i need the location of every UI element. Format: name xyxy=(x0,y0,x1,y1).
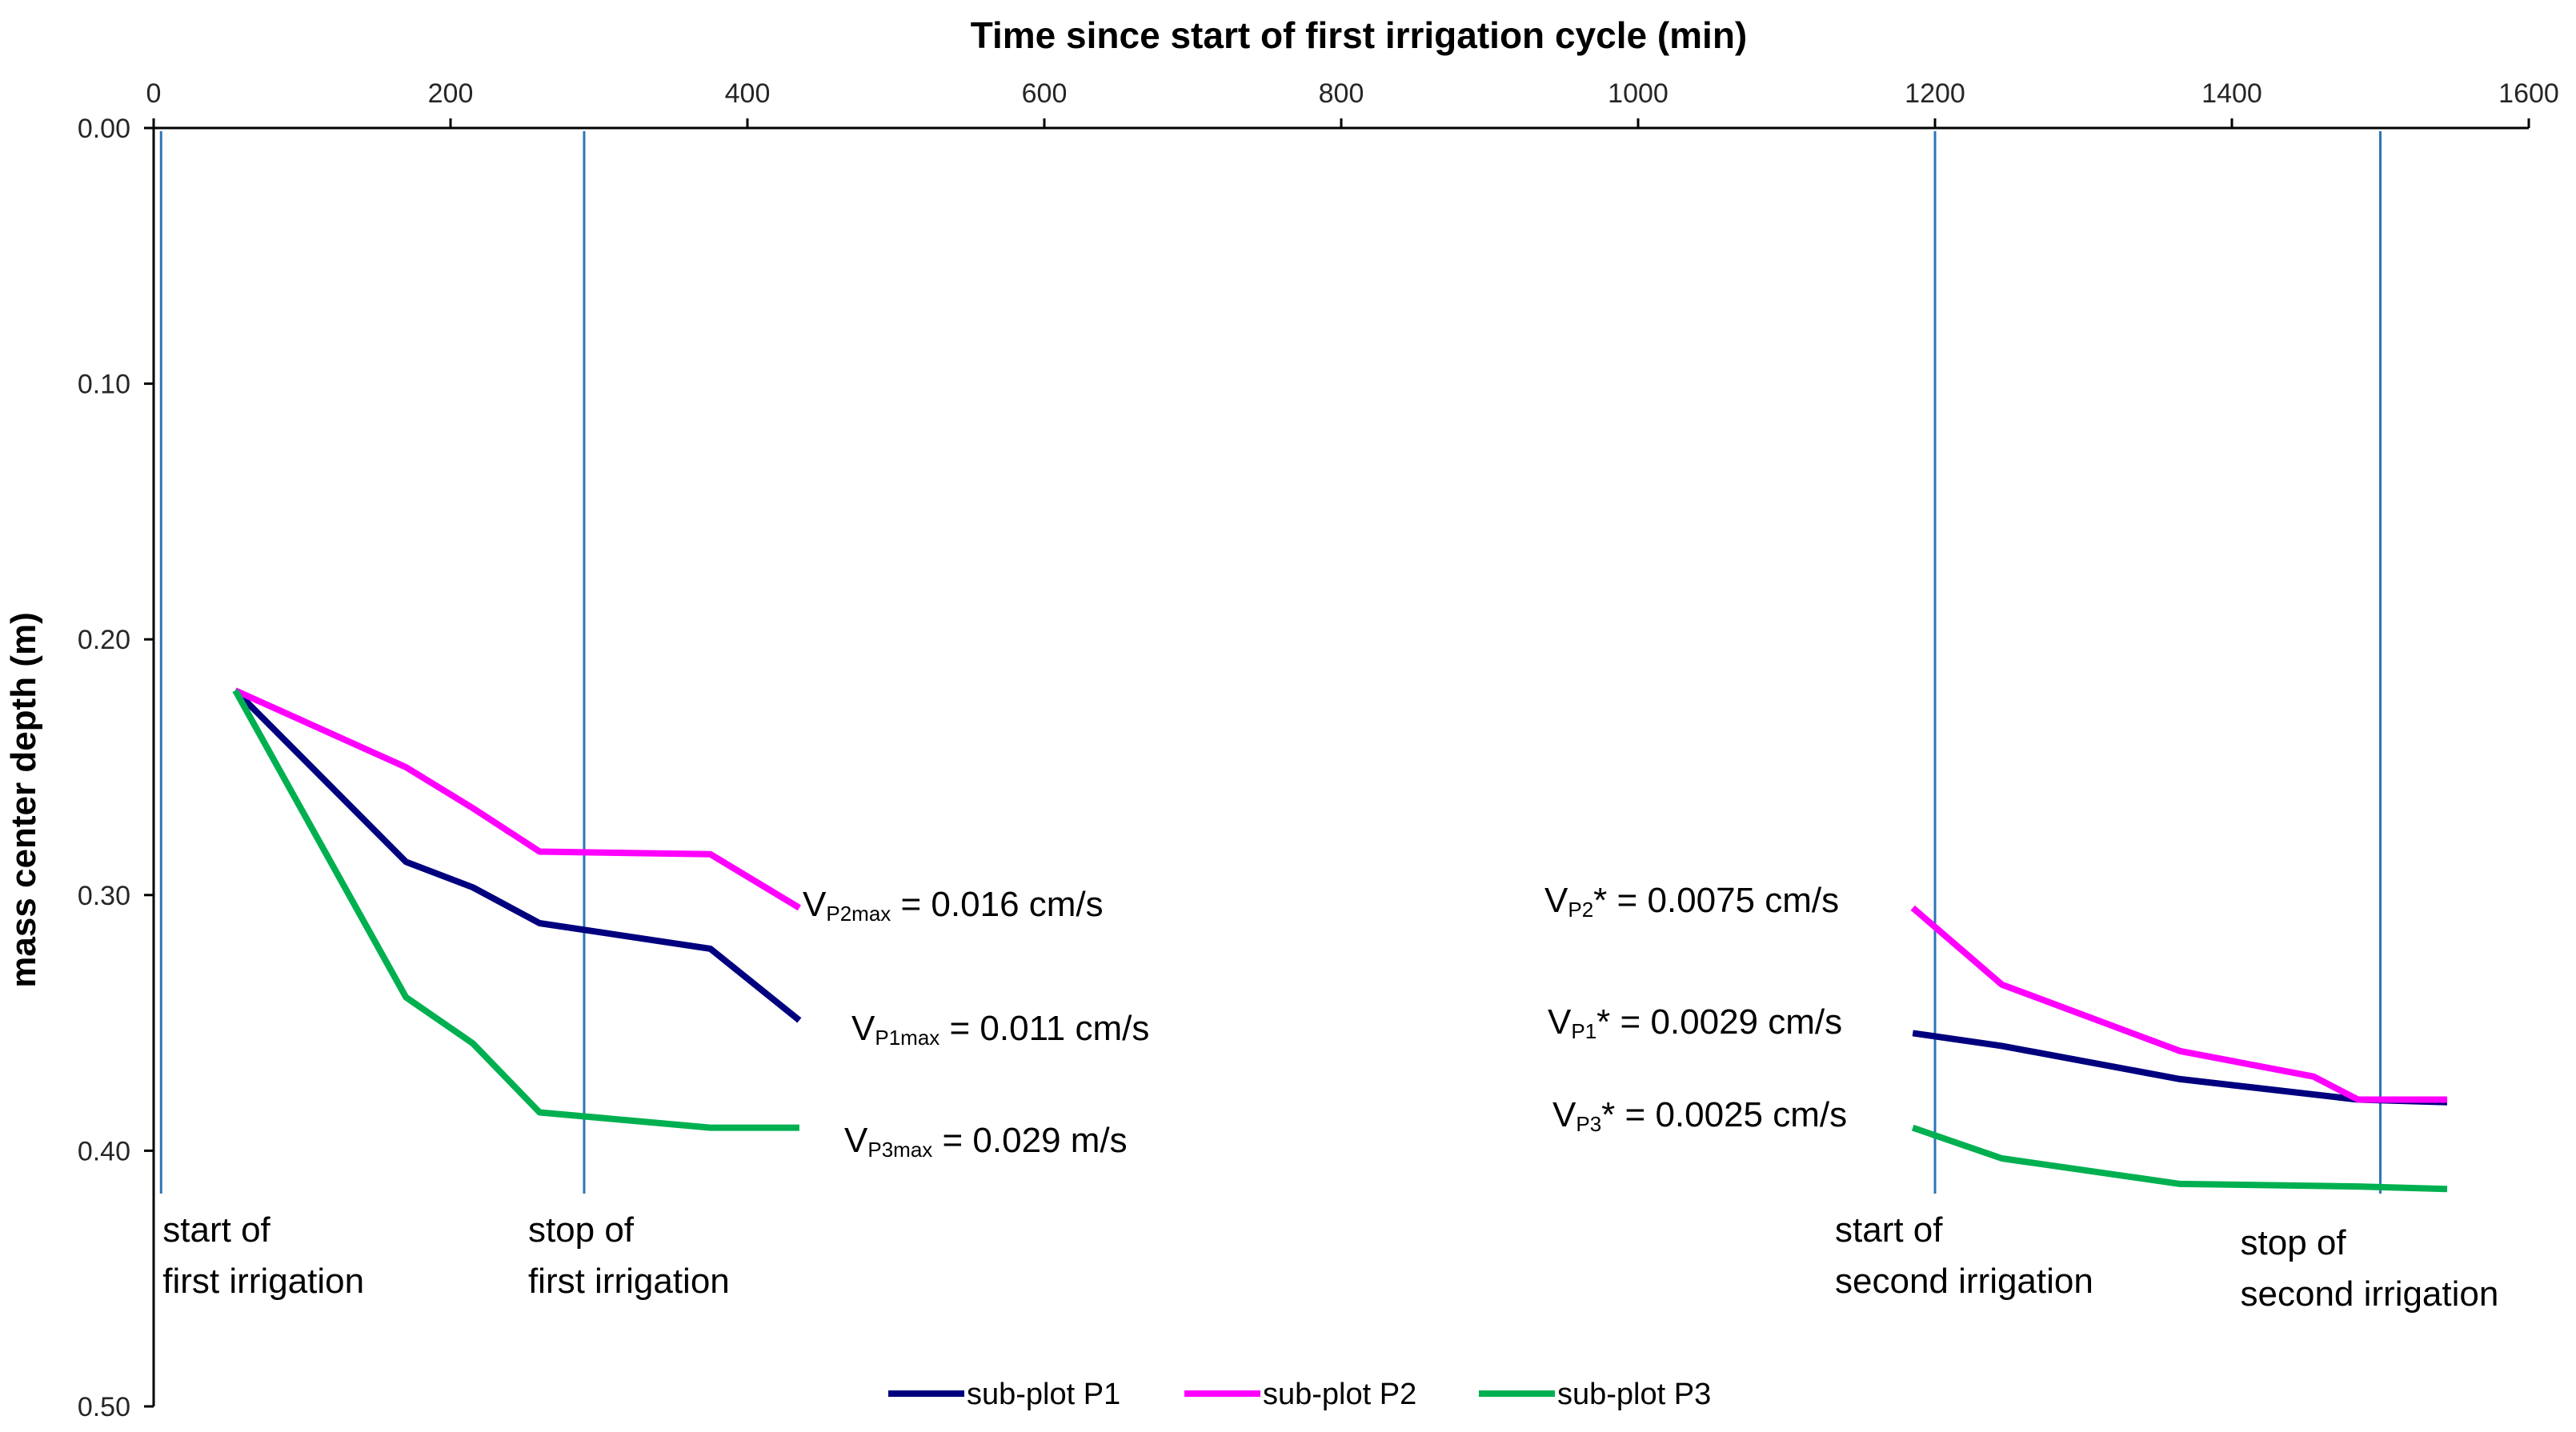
series-line-p2-cycle-2 xyxy=(1910,905,2447,1103)
x-ticks: 0 200 400 600 800 1000 1200 1400 1600 xyxy=(146,78,2559,128)
y-tick-label-1: 0.10 xyxy=(78,370,130,400)
y-ticks: 0.00 0.10 0.20 0.30 0.40 0.50 xyxy=(78,114,154,1422)
x-tick-label-400: 400 xyxy=(725,78,771,109)
x-tick-label-1600: 1600 xyxy=(2498,78,2559,109)
x-tick-label-1400: 1400 xyxy=(2201,78,2262,109)
annotation-vp1: VP1* = 0.0029 cm/s xyxy=(1548,1002,1842,1043)
irrigation-label-3-line-1: second irrigation xyxy=(2241,1274,2499,1314)
annotation-vp3: VP3* = 0.0025 cm/s xyxy=(1552,1095,1847,1136)
legend-label-p1: sub-plot P1 xyxy=(967,1378,1120,1411)
irrigation-lines: start of first irrigation stop of first irr… xyxy=(159,131,2499,1314)
y-tick-label-3: 0.30 xyxy=(78,881,130,911)
annotation-vp2max: VP2max = 0.016 cm/s xyxy=(803,885,1104,926)
series-line-p2-cycle-1 xyxy=(234,687,801,911)
x-tick-label-800: 800 xyxy=(1319,78,1364,109)
x-tick-label-1200: 1200 xyxy=(1905,78,1965,109)
series-line-p3-cycle-1 xyxy=(232,689,799,1131)
irrigation-label-2-line-1: second irrigation xyxy=(1835,1262,2093,1301)
irrigation-label-3-line-0: stop of xyxy=(2241,1223,2347,1262)
irrigation-label-1-line-1: first irrigation xyxy=(528,1262,730,1301)
irrigation-label-0-line-1: first irrigation xyxy=(162,1262,364,1301)
irrigation-label-1-line-0: stop of xyxy=(528,1210,635,1250)
x-tick-label-600: 600 xyxy=(1022,78,1068,109)
irrigation-label-2-line-0: start of xyxy=(1835,1210,1943,1250)
annotation-vp1max: VP1max = 0.011 cm/s xyxy=(851,1009,1149,1050)
series-line-p1-cycle-2 xyxy=(1912,1030,2448,1106)
annotation-vp3max: VP3max = 0.029 m/s xyxy=(844,1121,1128,1162)
y-axis-title: mass center depth (m) xyxy=(4,612,43,987)
y-tick-label-4: 0.40 xyxy=(78,1136,130,1166)
x-tick-label-200: 200 xyxy=(428,78,474,109)
y-tick-label-5: 0.50 xyxy=(78,1392,130,1422)
legend: sub-plot P1 sub-plot P2 sub-plot P3 xyxy=(888,1378,1711,1411)
x-tick-label-0: 0 xyxy=(146,78,162,109)
series-line-p1-cycle-1 xyxy=(233,688,802,1023)
series-group xyxy=(232,687,2448,1193)
x-tick-label-1000: 1000 xyxy=(1608,78,1669,109)
legend-label-p2: sub-plot P2 xyxy=(1263,1378,1416,1411)
x-axis-title: Time since start of first irrigation cyc… xyxy=(971,14,1748,56)
legend-label-p3: sub-plot P3 xyxy=(1557,1378,1711,1411)
irrigation-label-0-line-0: start of xyxy=(162,1210,270,1250)
annotation-vp2: VP2* = 0.0075 cm/s xyxy=(1544,881,1839,922)
y-tick-label-0: 0.00 xyxy=(78,114,130,144)
y-tick-label-2: 0.20 xyxy=(78,625,130,655)
series-line-p3-cycle-2 xyxy=(1911,1124,2448,1193)
